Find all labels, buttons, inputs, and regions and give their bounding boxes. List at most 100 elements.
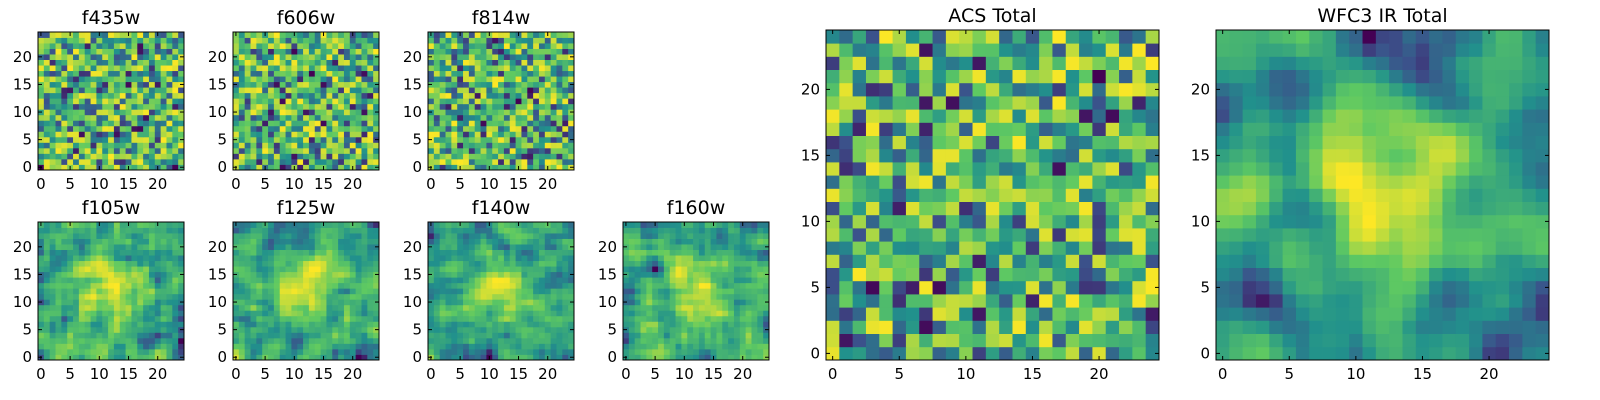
heatmap-cell <box>343 249 351 256</box>
heatmap-cell <box>663 288 671 295</box>
heatmap-cell <box>279 293 286 300</box>
heatmap-cell <box>544 348 552 355</box>
heatmap-cell <box>550 164 557 171</box>
heatmap-cell <box>361 304 368 311</box>
heatmap-cell <box>67 266 74 273</box>
heatmap-cell <box>550 147 557 154</box>
heatmap-cell <box>451 310 458 317</box>
heatmap-cell <box>463 266 470 273</box>
heatmap-cell <box>308 326 316 333</box>
heatmap-cell <box>675 260 682 267</box>
heatmap-cell <box>361 288 368 295</box>
heatmap-cell <box>533 321 540 328</box>
heatmap-cell <box>279 326 286 333</box>
heatmap-cell <box>498 244 505 250</box>
heatmap-cell <box>297 271 304 278</box>
heatmap-cell <box>556 87 563 94</box>
heatmap-cell <box>43 321 51 328</box>
heatmap-cell <box>244 87 251 94</box>
heatmap-cell <box>297 76 304 83</box>
heatmap-cell <box>314 244 321 250</box>
heatmap-cell <box>137 32 144 38</box>
heatmap-cell <box>757 233 764 239</box>
heatmap-cell <box>314 337 321 344</box>
heatmap-cell <box>326 343 333 350</box>
heatmap-cell <box>314 59 321 66</box>
heatmap-cell <box>172 332 179 339</box>
heatmap-cell <box>244 164 251 171</box>
heatmap-cell <box>108 288 115 295</box>
heatmap-cell <box>314 348 321 355</box>
heatmap-cell <box>658 238 665 245</box>
heatmap-cell <box>355 131 362 138</box>
heatmap-cell <box>658 227 665 234</box>
heatmap-cell <box>367 120 374 127</box>
heatmap-cell <box>486 37 493 44</box>
heatmap-cell <box>279 70 286 77</box>
heatmap-cell <box>521 315 528 322</box>
heatmap-cell <box>658 348 665 355</box>
heatmap-cell <box>675 288 682 295</box>
heatmap-cell <box>739 332 747 339</box>
heatmap-cell <box>113 343 121 350</box>
heatmap-cell <box>879 228 893 242</box>
heatmap-cell <box>663 227 671 234</box>
heatmap-cell <box>739 255 747 262</box>
heatmap-cell <box>273 48 281 55</box>
heatmap-cell <box>256 103 263 110</box>
heatmap-cell <box>268 142 275 149</box>
heatmap-cell <box>125 120 132 127</box>
heatmap-cell <box>468 103 476 110</box>
heatmap-cell <box>445 277 452 284</box>
heatmap-cell <box>503 147 511 154</box>
heatmap-cell <box>457 43 464 49</box>
heatmap-cell <box>108 222 115 228</box>
heatmap-cell <box>451 260 458 267</box>
heatmap-cell <box>148 233 156 239</box>
heatmap-cell <box>457 310 464 317</box>
heatmap-cell <box>244 277 251 284</box>
heatmap-cell <box>373 125 380 132</box>
heatmap-cell <box>166 260 173 267</box>
heatmap-cell <box>67 109 74 116</box>
heatmap-cell <box>314 249 321 256</box>
heatmap-cell <box>463 310 470 317</box>
heatmap-cell <box>498 103 505 110</box>
heatmap-cell <box>757 315 764 322</box>
heatmap-cell <box>693 332 700 339</box>
heatmap-cell <box>172 255 179 262</box>
heatmap-cell <box>96 59 103 66</box>
heatmap-cell <box>698 315 706 322</box>
heatmap-cell <box>527 114 534 121</box>
heatmap-cell <box>972 267 987 282</box>
heatmap-cell <box>628 293 636 300</box>
heatmap-cell <box>233 260 240 267</box>
heatmap-cell <box>367 76 374 83</box>
heatmap-cell <box>113 120 121 127</box>
heatmap-cell <box>544 153 552 160</box>
heatmap-cell <box>238 321 246 328</box>
heatmap-cell <box>297 277 304 284</box>
heatmap-cell <box>273 131 281 138</box>
heatmap-cell <box>250 37 257 44</box>
heatmap-cell <box>568 255 575 262</box>
heatmap-cell <box>533 103 540 110</box>
heatmap-cell <box>108 153 115 160</box>
heatmap-cell <box>102 244 109 250</box>
heatmap-cell <box>326 136 333 143</box>
heatmap-cell <box>96 54 103 60</box>
heatmap-cell <box>468 233 476 239</box>
y-tick-label: 15 <box>208 265 227 283</box>
heatmap-cell <box>985 333 1000 348</box>
heatmap-cell <box>119 114 126 121</box>
heatmap-cell <box>919 267 933 282</box>
heatmap-cell <box>343 227 351 234</box>
heatmap-cell <box>119 98 126 105</box>
heatmap-cell <box>262 233 269 239</box>
heatmap-cell <box>67 103 74 110</box>
heatmap-cell <box>119 244 126 250</box>
heatmap-cell <box>492 120 499 127</box>
heatmap-cell <box>338 227 345 234</box>
heatmap-cell <box>879 162 893 176</box>
